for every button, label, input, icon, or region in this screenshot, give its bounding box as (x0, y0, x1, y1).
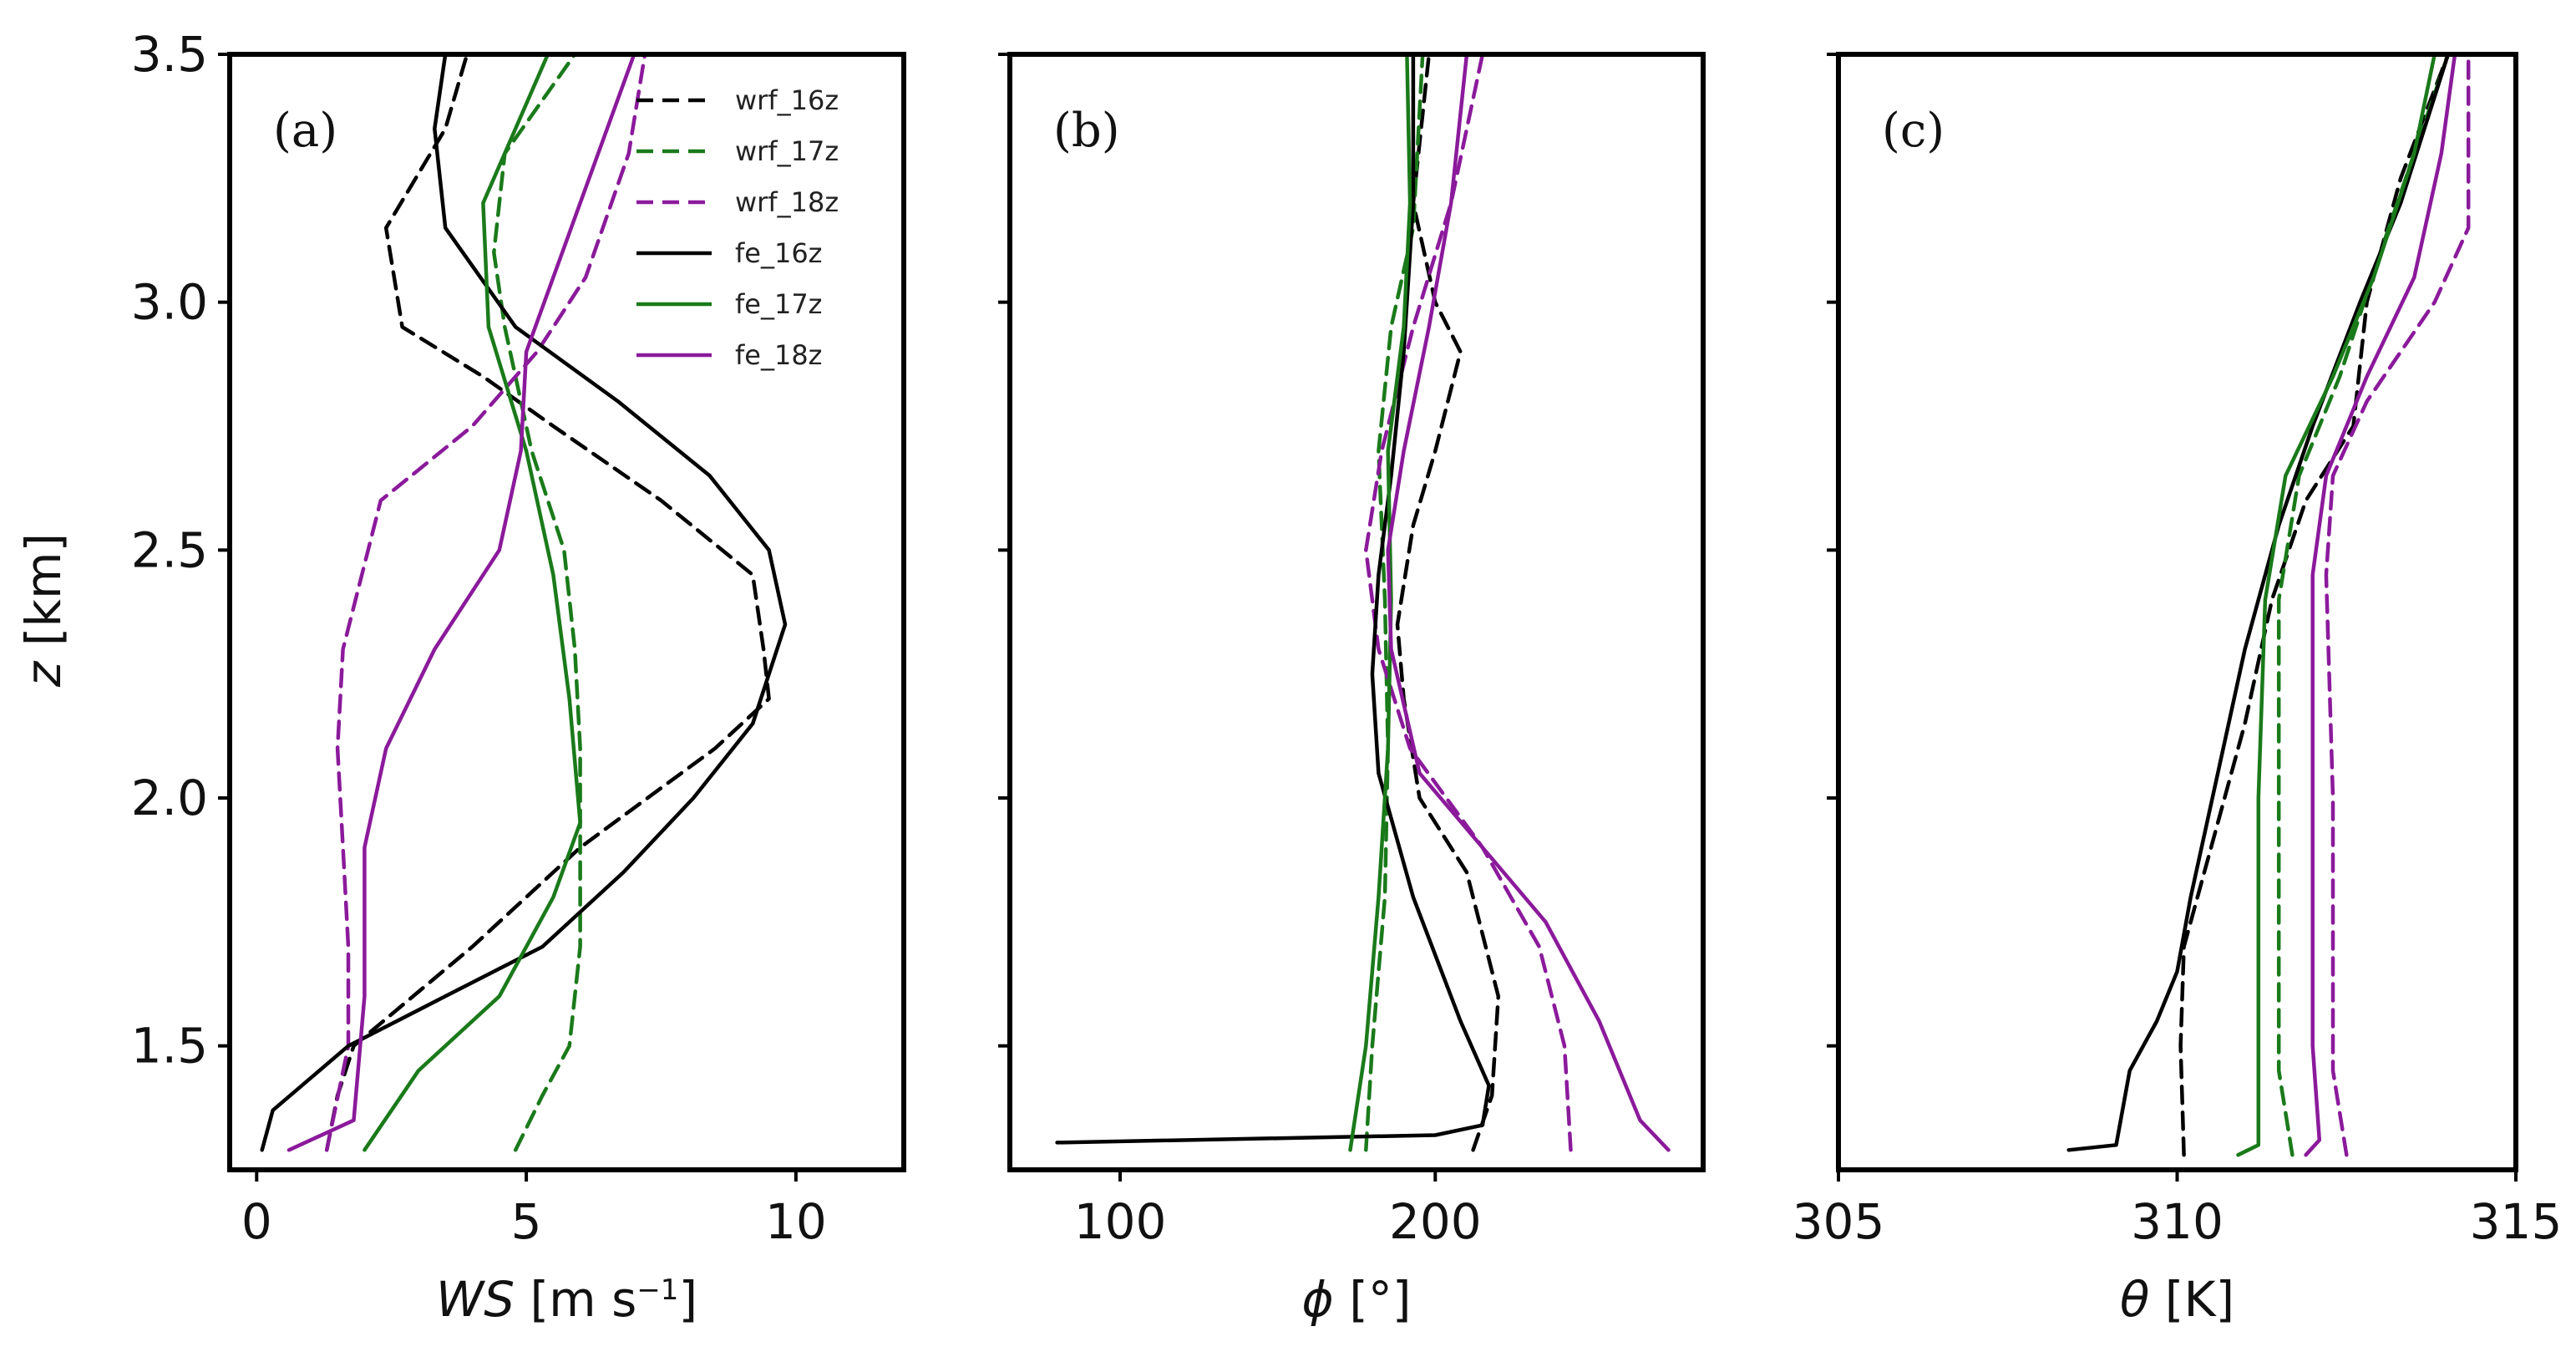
series-line-wrf_18z (2324, 54, 2471, 1157)
axes-frame (1836, 52, 2518, 1172)
panel-label: (a) (273, 104, 337, 158)
series-line-wrf_17z (2276, 54, 2451, 1157)
series-line-wrf_18z (324, 54, 647, 1152)
panel-label: (c) (1882, 104, 1945, 158)
legend-label-fe_16z: fe_16z (735, 237, 822, 269)
legend-label-wrf_18z: wrf_18z (735, 186, 839, 218)
x-axis-label: ϕ [°] (1302, 1271, 1412, 1328)
y-tick-label: 2.5 (131, 521, 208, 578)
legend: wrf_16z wrf_17z wrf_18z fe_16z fe_17z fe_18z (636, 84, 839, 371)
axes-frame (227, 52, 906, 1172)
series-line-fe_17z (2236, 54, 2437, 1157)
series-line-fe_18z (2304, 54, 2457, 1157)
x-tick-label: 315 (2470, 1193, 2563, 1250)
y-tick-label: 1.5 (131, 1018, 208, 1075)
y-axis-symbol: z (15, 660, 72, 688)
series-line-wrf_18z (1364, 54, 1573, 1152)
x-tick-label: 310 (2131, 1193, 2224, 1250)
panel-b: 100 200 (b) ϕ [°] (998, 52, 1706, 1328)
x-tick-label: 5 (511, 1193, 542, 1250)
series-line-fe_17z (363, 54, 582, 1152)
series-line-wrf_17z (492, 54, 582, 1152)
series-line-fe_16z (2066, 54, 2451, 1152)
legend-label-fe_17z: fe_17z (735, 288, 822, 320)
series-line-fe_18z (287, 54, 636, 1152)
x-tick-label: 100 (1074, 1193, 1167, 1250)
x-tick-label: 10 (765, 1193, 827, 1250)
x-tick-label: 0 (241, 1193, 272, 1250)
series-line-fe_16z (260, 54, 788, 1152)
x-axis-label: WS [m s−1] (436, 1271, 697, 1328)
legend-label-wrf_17z: wrf_17z (735, 135, 839, 167)
series-line-fe_18z (1386, 54, 1671, 1152)
panel-a: 0 5 10 1.5 2.0 2.5 3.0 3.5 (a) WS [m s−1] (131, 26, 906, 1328)
series-line-fe_16z (1055, 54, 1491, 1145)
y-axis-label: z [km] (15, 533, 72, 688)
y-tick-label: 2.0 (131, 770, 208, 826)
series-line-wrf_17z (1364, 54, 1425, 1152)
axes-frame (1007, 52, 1706, 1172)
x-tick-label: 200 (1389, 1193, 1482, 1250)
legend-label-fe_18z: fe_18z (735, 339, 822, 371)
legend-label-wrf_16z: wrf_16z (735, 84, 839, 116)
panel-c: 305 310 315 (c) θ [K] (1793, 52, 2563, 1328)
y-tick-label: 3.5 (131, 26, 208, 83)
panel-label: (b) (1053, 104, 1120, 158)
y-axis-unit: [km] (15, 533, 72, 662)
y-tick-label: 3.0 (131, 274, 208, 331)
x-tick-label: 305 (1793, 1193, 1885, 1250)
series-line-wrf_16z (324, 54, 771, 1152)
x-axis-label: θ [K] (2120, 1271, 2234, 1328)
